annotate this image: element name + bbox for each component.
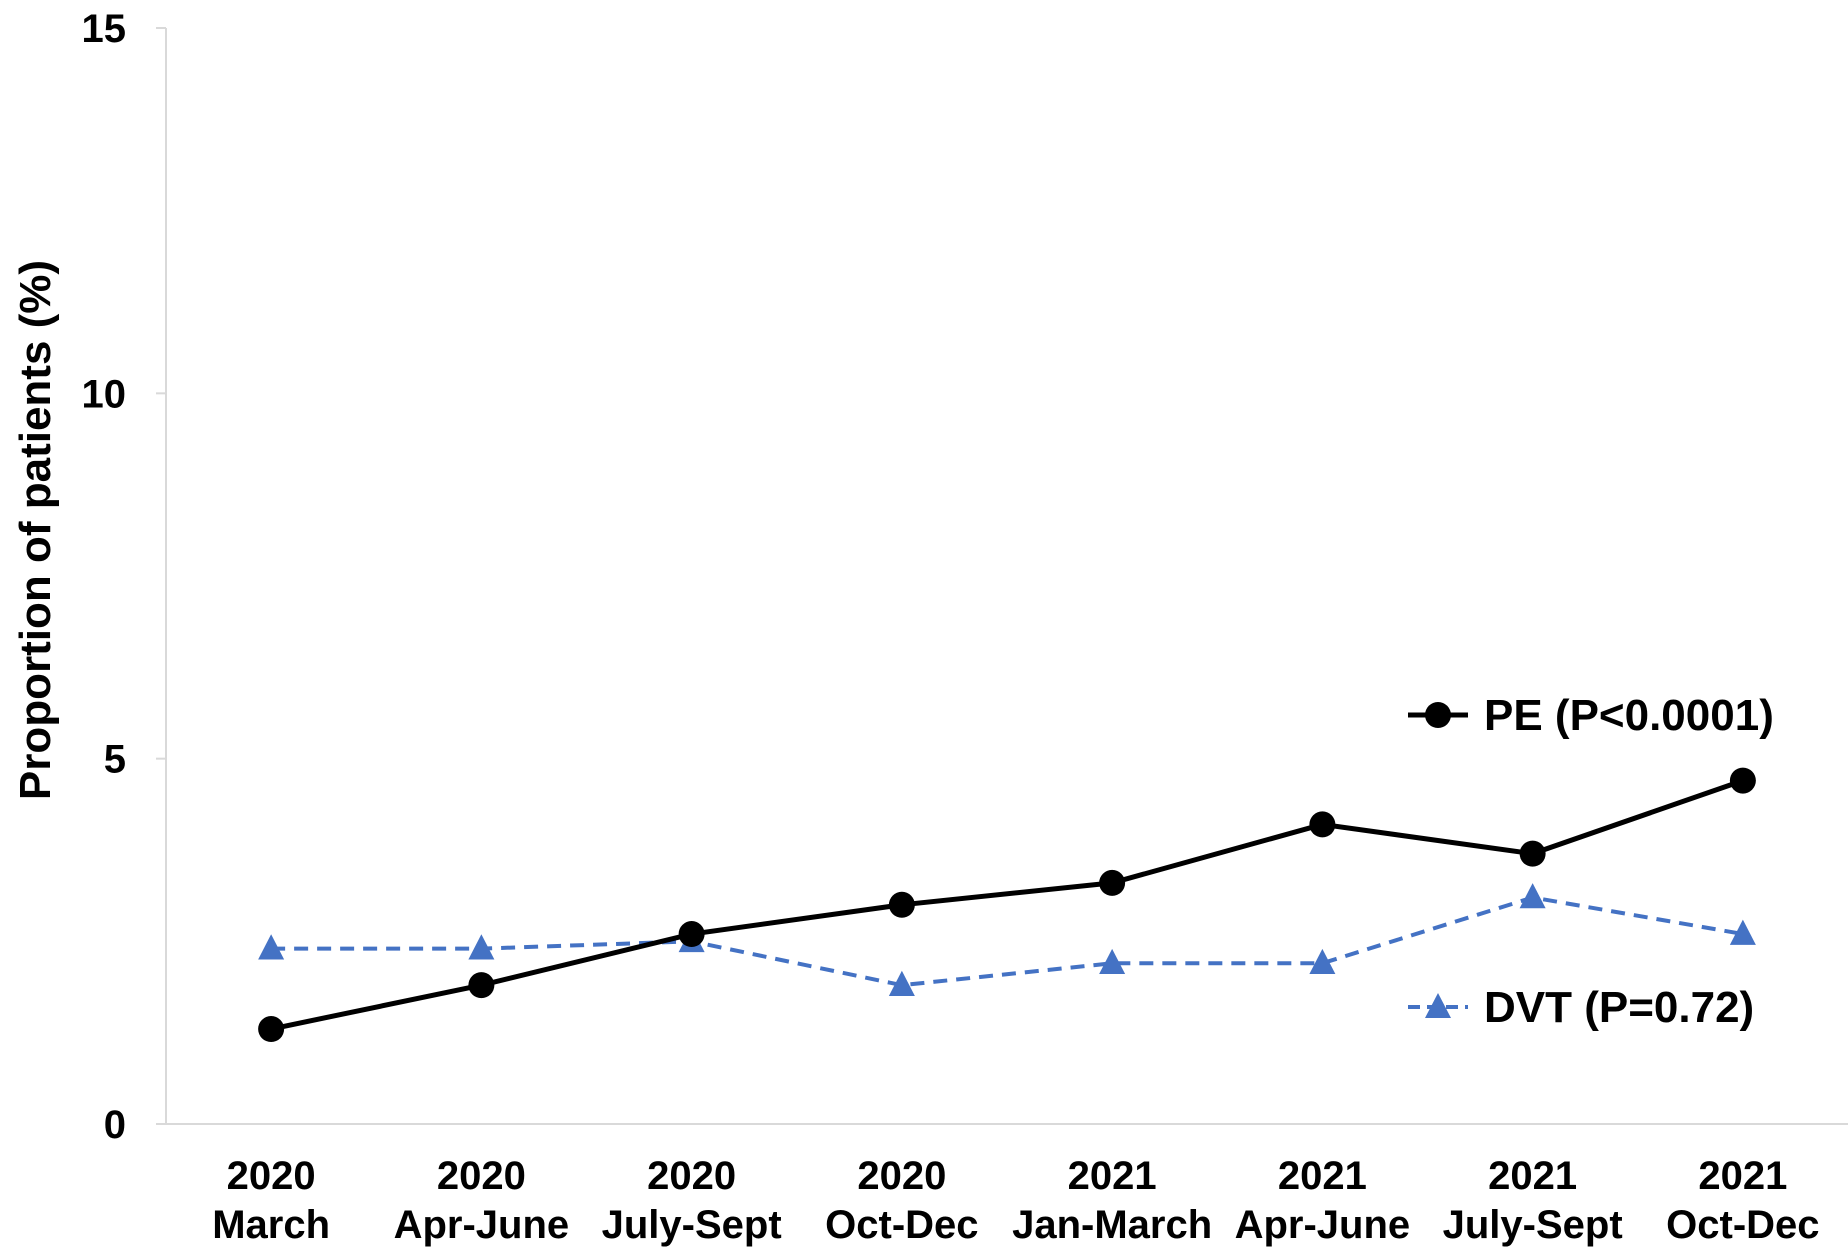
x-tick-label-period: March bbox=[212, 1203, 330, 1247]
data-point-circle bbox=[468, 972, 495, 999]
x-tick-label-year: 2021 bbox=[1698, 1154, 1787, 1198]
data-point-triangle bbox=[1309, 948, 1336, 975]
legend-label: DVT (P=0.72) bbox=[1484, 983, 1754, 1032]
axes bbox=[165, 28, 1848, 1125]
x-tick-label-year: 2021 bbox=[1068, 1154, 1157, 1198]
series-line bbox=[270, 778, 1744, 1032]
x-tick-label-period: Apr-June bbox=[394, 1203, 570, 1247]
x-tick-label-period: Oct-Dec bbox=[825, 1203, 978, 1247]
data-point-circle bbox=[1519, 840, 1546, 867]
data-point-triangle bbox=[258, 934, 285, 960]
x-tick-label-year: 2020 bbox=[437, 1154, 526, 1198]
series-dvt bbox=[258, 883, 1756, 996]
legend-marker-triangle bbox=[1425, 993, 1451, 1018]
data-point-circle bbox=[1729, 767, 1756, 794]
legend-label: PE (P<0.0001) bbox=[1484, 691, 1774, 740]
data-point-circle bbox=[1309, 811, 1336, 838]
y-tick-label: 15 bbox=[82, 7, 127, 51]
data-point-circle bbox=[888, 891, 915, 918]
legend-item: DVT (P=0.72) bbox=[1408, 983, 1754, 1032]
x-tick-label-period: Oct-Dec bbox=[1666, 1203, 1819, 1247]
y-axis-title: Proportion of patients (%) bbox=[11, 260, 60, 800]
y-tick-label: 0 bbox=[104, 1103, 126, 1147]
y-axis-ticks: 0 5 10 15 bbox=[82, 7, 166, 1147]
y-tick-label: 10 bbox=[82, 372, 127, 416]
x-tick-label-year: 2020 bbox=[227, 1154, 316, 1198]
y-tick-label: 5 bbox=[104, 738, 126, 782]
x-tick-label-period: July-Sept bbox=[1443, 1203, 1623, 1247]
x-tick-label-year: 2021 bbox=[1278, 1154, 1367, 1198]
data-point-triangle bbox=[1519, 883, 1546, 909]
series-layer bbox=[258, 767, 1756, 1043]
data-point-circle bbox=[678, 921, 705, 948]
series-line bbox=[271, 895, 1744, 988]
data-point-triangle bbox=[1099, 948, 1126, 975]
legend-marker-circle bbox=[1425, 702, 1451, 728]
x-tick-label-period: Apr-June bbox=[1235, 1203, 1411, 1247]
data-point-triangle bbox=[468, 934, 495, 960]
data-point-circle bbox=[258, 1016, 285, 1043]
x-tick-label-year: 2020 bbox=[647, 1154, 736, 1198]
data-point-circle bbox=[1099, 869, 1126, 896]
data-point-triangle bbox=[888, 970, 915, 996]
legend-item: PE (P<0.0001) bbox=[1408, 691, 1774, 740]
data-point-triangle bbox=[1729, 919, 1756, 945]
x-tick-label-period: Jan-March bbox=[1012, 1203, 1212, 1247]
x-tick-label-year: 2021 bbox=[1488, 1154, 1577, 1198]
legend: PE (P<0.0001) DVT (P=0.72) bbox=[1408, 691, 1774, 1032]
x-axis-ticks: 2020 March 2020 Apr-June 2020 July-Sept 2020 Oc… bbox=[212, 1154, 1819, 1247]
x-tick-label-year: 2020 bbox=[857, 1154, 946, 1198]
x-tick-label-period: July-Sept bbox=[602, 1203, 782, 1247]
series-pe bbox=[258, 767, 1756, 1043]
